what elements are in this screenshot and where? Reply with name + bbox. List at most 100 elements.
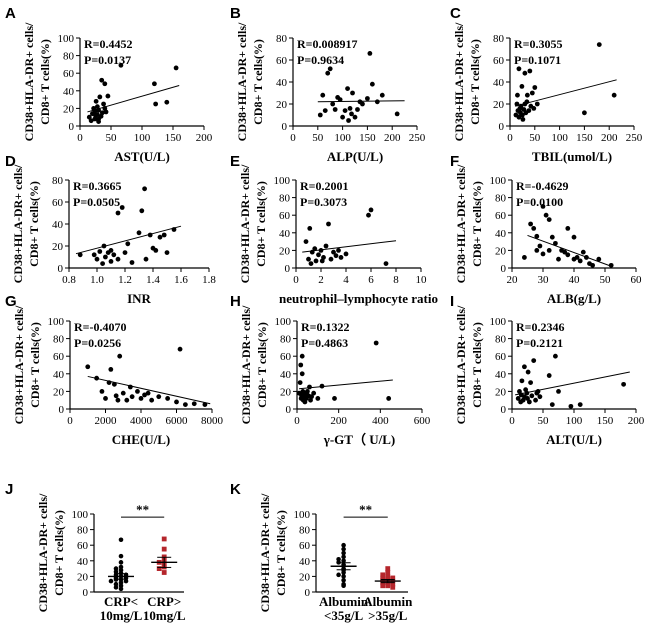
data-point — [341, 558, 346, 564]
x-tick-label: 600 — [414, 415, 431, 427]
data-point — [129, 394, 135, 400]
panel-G: G 0 20 40 60 80 100 0 2000 4000 6000 8000 CHE(U/L) R=… — [5, 293, 224, 447]
data-point — [153, 248, 159, 253]
r-value: R=0.3055 — [514, 37, 563, 51]
x-tick-label: 200 — [330, 415, 347, 427]
data-point — [385, 566, 391, 571]
data-point — [341, 574, 346, 579]
data-point — [553, 353, 558, 359]
x-tick-label: 30 — [538, 274, 550, 286]
data-point — [368, 207, 374, 213]
p-value: P=0.0100 — [516, 195, 563, 209]
data-point — [355, 107, 360, 112]
y-tick-label: 100 — [490, 316, 507, 328]
data-point — [390, 581, 396, 587]
panel-C: C 0 20 40 60 80 0 50 100 150 200 250 TBIL(umol/L) R=0… — [450, 5, 643, 164]
y-axis-label-H: CD38+HLA-DR+ cells/CD8+ T cells(%) — [239, 305, 269, 424]
significance-marker: ** — [136, 502, 149, 517]
data-point — [345, 86, 350, 91]
data-point — [385, 583, 391, 589]
data-point — [533, 397, 538, 403]
panel-label: D — [5, 153, 16, 170]
data-point — [330, 101, 336, 107]
data-point — [379, 92, 385, 98]
x-tick-label: 1.2 — [118, 274, 132, 286]
panel-A: A 0 20 40 60 80 100 0 50 100 150 200 AST(U/L) R=0.445… — [5, 5, 213, 164]
y-axis-label-line1: CD38+HLA-DR+ cells/ — [238, 164, 252, 283]
x-tick-label: 1.6 — [174, 274, 188, 286]
x-tick-label: 8000 — [201, 415, 224, 427]
data-point — [147, 232, 153, 238]
significance-marker: ** — [359, 502, 372, 517]
x-tick-label: 150 — [165, 132, 182, 144]
x-tick-label: 1.0 — [90, 274, 104, 286]
x-tick-label: 200 — [628, 415, 645, 427]
y-axis-label-F: CD38+HLA-DR+ cells/CD8+ T cells(%) — [454, 164, 484, 283]
data-point — [103, 254, 108, 260]
data-point — [514, 101, 520, 107]
y-axis-label-line1: CD38+HLA-DR+ cells/ — [454, 305, 468, 424]
regression-line — [515, 371, 630, 396]
data-point — [525, 369, 531, 375]
x-tick-label: 250 — [626, 132, 643, 144]
data-point — [516, 114, 522, 120]
y-axis-label-line2: CD8+ T cells(%) — [28, 322, 42, 408]
category-label: Albumin >35g/L — [363, 594, 413, 623]
y-tick-label: 20 — [53, 386, 65, 398]
data-point — [191, 401, 197, 407]
data-point — [106, 380, 112, 385]
data-point — [366, 212, 371, 218]
data-point — [546, 248, 552, 253]
y-tick-label: 80 — [276, 33, 288, 45]
data-point — [549, 402, 555, 407]
data-point — [108, 259, 114, 264]
data-point — [156, 566, 162, 571]
x-tick-label: 50 — [312, 132, 324, 144]
data-point — [320, 92, 326, 98]
y-tick-label: 40 — [280, 369, 292, 381]
x-tick-label: 100 — [134, 132, 151, 144]
x-tick-label: 0 — [290, 132, 296, 144]
data-point — [102, 81, 108, 87]
data-point — [326, 221, 331, 227]
y-tick-label: 20 — [279, 245, 291, 257]
data-point — [113, 585, 119, 590]
data-point — [316, 252, 321, 258]
y-tick-label: 100 — [58, 33, 75, 45]
data-point — [123, 578, 129, 584]
y-axis-label-line2: CD8+ T cells(%) — [274, 510, 288, 596]
data-point — [94, 112, 100, 117]
y-tick-label: 80 — [52, 175, 64, 187]
y-tick-label: 0 — [501, 263, 507, 275]
y-tick-label: 80 — [280, 334, 292, 346]
data-point — [519, 378, 525, 384]
regression-line — [527, 234, 612, 267]
x-tick-label: 0 — [509, 415, 515, 427]
data-point — [94, 104, 100, 110]
data-point — [621, 381, 626, 387]
y-tick-label: 20 — [493, 99, 505, 111]
y-axis-label-line2: CD8+ T cells(%) — [470, 181, 484, 267]
x-tick-label: 100 — [566, 415, 583, 427]
data-point — [596, 42, 602, 47]
data-point — [580, 249, 586, 255]
y-axis-label-line2: CD8+ T cells(%) — [27, 181, 41, 267]
data-point — [105, 93, 111, 99]
data-point — [149, 397, 155, 403]
data-point — [390, 584, 396, 590]
y-axis-label-line1: CD38+HLA-DR+ cells/ — [239, 305, 253, 424]
x-tick-label: 8 — [393, 274, 399, 286]
y-tick-label: 60 — [495, 210, 507, 222]
x-tick-label: 100 — [551, 132, 568, 144]
y-axis-label-line1: CD38+HLA-DR+ cells/ — [22, 22, 36, 141]
data-point — [546, 373, 552, 378]
data-point — [537, 394, 543, 400]
data-point — [298, 362, 304, 368]
r-value: R=0.008917 — [297, 37, 358, 51]
r-value: R=0.2001 — [300, 179, 349, 193]
regression-line — [514, 79, 617, 107]
data-point — [142, 186, 148, 192]
y-tick-label: 40 — [495, 228, 507, 240]
data-point — [309, 394, 314, 400]
